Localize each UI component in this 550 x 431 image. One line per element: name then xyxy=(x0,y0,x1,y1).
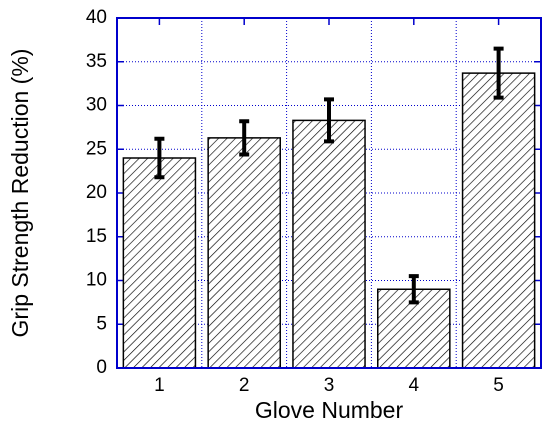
error-bar xyxy=(239,119,250,157)
y-tick-label: 0 xyxy=(96,357,107,378)
x-tick-label: 5 xyxy=(493,375,504,396)
error-bar xyxy=(154,136,165,180)
y-axis-title: Grip Strength Reduction (%) xyxy=(7,49,33,338)
x-tick-label: 1 xyxy=(154,375,165,396)
plot-frame xyxy=(116,17,542,369)
y-tick-label: 5 xyxy=(96,313,107,334)
x-tick-label: 2 xyxy=(239,375,250,396)
y-tick-label: 15 xyxy=(86,226,107,247)
y-tick-label: 40 xyxy=(86,7,107,28)
y-tick-label: 35 xyxy=(86,51,107,72)
y-tick-label: 10 xyxy=(86,270,107,291)
error-bar xyxy=(493,46,504,100)
x-tick-label: 4 xyxy=(409,375,420,396)
bar xyxy=(292,119,366,369)
y-tick-label: 20 xyxy=(86,182,107,203)
x-axis-title: Glove Number xyxy=(255,397,404,423)
y-tick-label: 30 xyxy=(86,95,107,116)
error-bar xyxy=(324,97,334,144)
error-bar xyxy=(408,274,419,305)
x-tick-label: 3 xyxy=(324,375,335,396)
bar xyxy=(461,72,536,369)
y-tick-label: 25 xyxy=(86,138,107,159)
bar xyxy=(207,137,281,369)
bar xyxy=(122,157,197,369)
